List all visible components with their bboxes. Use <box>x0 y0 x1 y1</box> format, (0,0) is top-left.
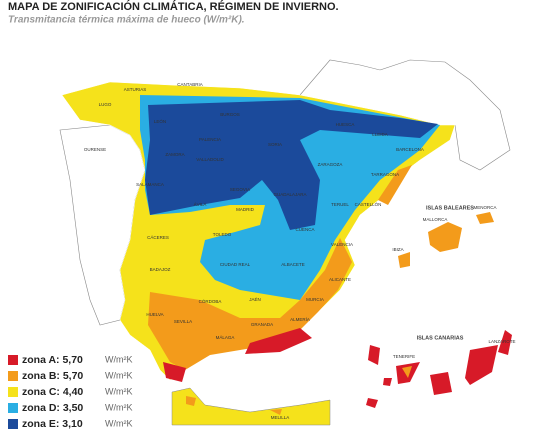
region-label: GRANADA <box>251 322 273 327</box>
fuerteventura <box>465 345 498 385</box>
france-outline <box>299 59 511 171</box>
region-label: ZAMORA <box>165 152 184 157</box>
subtitle: Transmitancia térmica máxima de hueco (W… <box>8 15 245 26</box>
legend-swatch <box>8 387 18 397</box>
region-label: ASTURIAS <box>124 87 147 92</box>
region-label: LUGO <box>99 102 112 107</box>
zone-e-area <box>145 100 438 230</box>
region-label: ZARAGOZA <box>318 162 343 167</box>
legend-unit: W/m²K <box>105 402 133 412</box>
legend-label: zona B: 5,70 <box>22 370 83 382</box>
title: MAPA DE ZONIFICACIÓN CLIMÁTICA, RÉGIMEN … <box>8 0 339 13</box>
region-label: TERUEL <box>331 202 349 207</box>
region-label: CÁCERES <box>147 234 169 240</box>
region-label: LANZAROTE <box>488 339 515 344</box>
region-label: ALMERÍA <box>290 316 310 322</box>
region-label: SORIA <box>268 142 282 147</box>
region-label: MURCIA <box>306 297 324 302</box>
el-hierro <box>366 398 378 408</box>
region-label: JAÉN <box>249 296 261 302</box>
region-label: MÁLAGA <box>216 334 235 340</box>
island-label: ISLAS CANARIAS <box>417 335 464 341</box>
region-label: MENORCA <box>473 205 496 210</box>
zone-a-area <box>163 362 186 382</box>
region-label: BURGOS <box>220 112 240 117</box>
region-label: TENERIFE <box>393 354 415 359</box>
region-label: SALAMANCA <box>136 182 164 187</box>
legend-swatch <box>8 355 18 365</box>
mallorca <box>428 222 462 252</box>
region-label: CÓRDOBA <box>199 298 222 304</box>
region-label: CASTELLÓN <box>355 201 382 207</box>
ceuta <box>186 396 196 406</box>
region-label: HUELVA <box>146 312 163 317</box>
region-label: LLEIDA <box>372 132 388 137</box>
region-label: BADAJOZ <box>150 267 171 272</box>
region-label: LEÓN <box>154 118 166 124</box>
legend-label: zona D: 3,50 <box>22 402 83 414</box>
legend-label: zona E: 3,10 <box>22 418 83 430</box>
legend: zona A: 5,70 W/m²K zona B: 5,70 W/m²K zona C… <box>8 354 133 430</box>
legend-unit: W/m²K <box>105 354 133 364</box>
region-label: OURENSE <box>84 147 106 152</box>
lanzarote <box>498 330 512 355</box>
region-label: MADRID <box>236 207 254 212</box>
zone-b-area <box>148 238 352 370</box>
legend-swatch <box>8 403 18 413</box>
region-label: ALBACETE <box>281 262 305 267</box>
region-label: ÁVILA <box>194 201 207 207</box>
region-label: SEVILLA <box>174 319 192 324</box>
teide <box>402 366 412 378</box>
legend-label: zona A: 5,70 <box>22 354 83 366</box>
region-label: GUADALAJARA <box>273 192 306 197</box>
region-label: ALICANTE <box>329 277 351 282</box>
zone-a-area <box>245 328 312 354</box>
region-label: HUESCA <box>336 122 355 127</box>
region-label: TOLEDO <box>213 232 232 237</box>
region-label: IBIZA <box>392 247 403 252</box>
la-gomera <box>383 378 392 386</box>
region-label: VALLADOLID <box>196 157 224 162</box>
menorca <box>476 212 494 224</box>
region-label: PALENCIA <box>199 137 221 142</box>
legend-unit: W/m²K <box>105 370 133 380</box>
legend-swatch <box>8 371 18 381</box>
legend-swatch <box>8 419 18 429</box>
region-label: CUENCA <box>295 227 314 232</box>
region-label: BARCELONA <box>396 147 424 152</box>
labels: LUGO OURENSE ASTURIAS CANTABRIA LEÓN BURGOS PA… <box>84 82 516 420</box>
legend-label: zona C: 4,40 <box>22 386 83 398</box>
melilla <box>270 409 282 415</box>
region-label: TARRAGONA <box>371 172 399 177</box>
zone-b-area <box>378 165 412 205</box>
gran-canaria <box>430 372 452 395</box>
region-label: SEGOVIA <box>230 187 250 192</box>
region-label: VALENCIA <box>331 242 353 247</box>
region-label: CIUDAD REAL <box>220 262 251 267</box>
region-label: MALLORCA <box>423 217 448 222</box>
africa-inset <box>171 387 331 426</box>
la-palma <box>368 345 380 365</box>
island-label: ISLAS BALEARES <box>426 205 474 211</box>
region-label: CANTABRIA <box>177 82 202 87</box>
region-label: MELILLA <box>271 415 290 420</box>
ibiza <box>398 252 410 268</box>
legend-unit: W/m²K <box>105 418 133 428</box>
legend-unit: W/m²K <box>105 386 133 396</box>
